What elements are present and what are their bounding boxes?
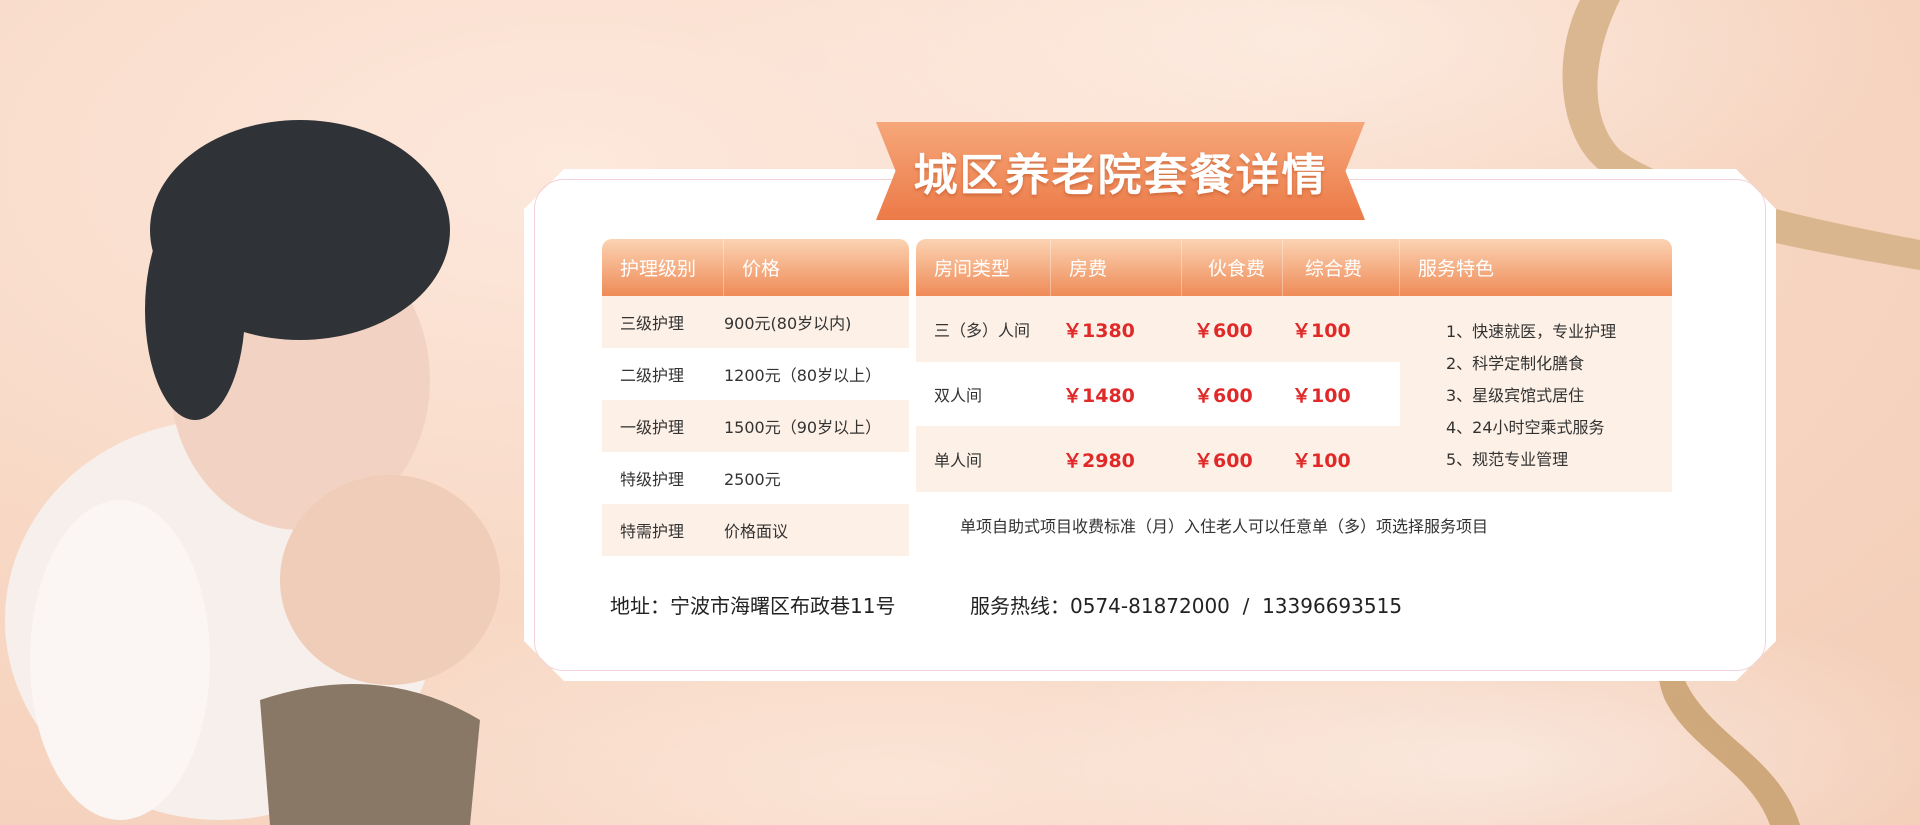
- care-level: 特级护理: [620, 470, 685, 489]
- care-price: 1500元（90岁以上）: [724, 418, 882, 437]
- page-title: 城区养老院套餐详情: [913, 150, 1328, 201]
- table-row: 双人间 ￥1480 ￥600 ￥100: [916, 362, 1400, 426]
- caregiver-baby-photo: [5, 120, 500, 825]
- feature-item: 3、星级宾馆式居住: [1446, 386, 1585, 405]
- room-type: 三（多）人间: [934, 321, 1031, 340]
- room-type: 单人间: [934, 451, 983, 470]
- room-fee: ￥1380: [1063, 319, 1135, 342]
- header-room-type: 房间类型: [916, 239, 1051, 296]
- care-level: 二级护理: [620, 366, 685, 385]
- meal-fee: ￥600: [1194, 319, 1253, 342]
- header-room-fee: 房费: [1051, 239, 1182, 296]
- ribbon-decoration-bottom: [1657, 540, 1800, 825]
- table-row: 一级护理 1500元（90岁以上）: [602, 400, 909, 452]
- header-meal-fee: 伙食费: [1182, 239, 1283, 296]
- care-level: 一级护理: [620, 418, 685, 437]
- room-table: 房间类型 房费 伙食费 综合费 服务特色 三（多）人间 ￥1380 ￥600 ￥…: [916, 239, 1672, 557]
- misc-fee: ￥100: [1292, 319, 1351, 342]
- feature-item: 5、规范专业管理: [1446, 450, 1569, 469]
- header-misc-fee: 综合费: [1283, 239, 1400, 296]
- room-table-header: 房间类型 房费 伙食费 综合费 服务特色: [916, 239, 1672, 296]
- table-row: 特级护理 2500元: [602, 452, 909, 504]
- title-banner: 城区养老院套餐详情: [876, 122, 1365, 220]
- care-price: 价格面议: [724, 522, 789, 541]
- meal-fee: ￥600: [1194, 449, 1253, 472]
- room-type: 双人间: [934, 386, 983, 405]
- care-price: 2500元: [724, 470, 781, 489]
- care-price: 900元(80岁以内): [724, 314, 852, 333]
- room-fee: ￥2980: [1063, 449, 1135, 472]
- table-row: 二级护理 1200元（80岁以上）: [602, 348, 909, 400]
- feature-item: 1、快速就医，专业护理: [1446, 322, 1617, 341]
- footnote: 单项自助式项目收费标准（月）入住老人可以任意单（多）项选择服务项目: [916, 492, 1672, 557]
- care-table-header: 护理级别 价格: [602, 239, 909, 296]
- meal-fee: ￥600: [1194, 384, 1253, 407]
- table-row: 三级护理 900元(80岁以内): [602, 296, 909, 348]
- feature-item: 4、24小时空乘式服务: [1446, 418, 1605, 437]
- table-row: 特需护理 价格面议: [602, 504, 909, 556]
- header-features: 服务特色: [1418, 258, 1495, 280]
- misc-fee: ￥100: [1292, 384, 1351, 407]
- care-level: 特需护理: [620, 522, 685, 541]
- table-row: 单人间 ￥2980 ￥600 ￥100: [916, 426, 1400, 492]
- table-row: 三（多）人间 ￥1380 ￥600 ￥100: [916, 296, 1400, 362]
- care-price: 1200元（80岁以上）: [724, 366, 882, 385]
- feature-item: 2、科学定制化膳食: [1446, 354, 1585, 373]
- care-level: 三级护理: [620, 314, 685, 333]
- room-fee: ￥1480: [1063, 384, 1135, 407]
- hotline: 服务热线：0574-81872000 / 13396693515: [970, 594, 1403, 618]
- address: 地址：宁波市海曙区布政巷11号: [610, 594, 896, 618]
- misc-fee: ￥100: [1292, 449, 1351, 472]
- header-price: 价格: [742, 258, 781, 280]
- header-care-level: 护理级别: [602, 239, 724, 296]
- care-level-table: 护理级别 价格 三级护理 900元(80岁以内) 二级护理 1200元（80岁以上）…: [602, 239, 909, 556]
- service-features: 1、快速就医，专业护理 2、科学定制化膳食 3、星级宾馆式居住 4、24小时空乘…: [1400, 296, 1672, 492]
